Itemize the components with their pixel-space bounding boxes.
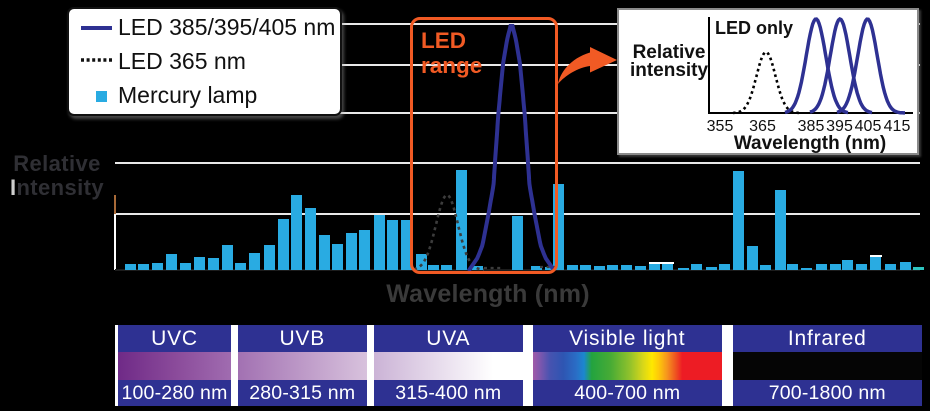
svg-text:365: 365 — [749, 118, 776, 135]
svg-text:395: 395 — [826, 118, 853, 135]
svg-text:415: 415 — [884, 118, 911, 135]
svg-text:Relative: Relative — [633, 42, 706, 63]
svg-text:385: 385 — [798, 118, 825, 135]
svg-text:355: 355 — [707, 118, 734, 135]
svg-text:Wavelength (nm): Wavelength (nm) — [734, 133, 886, 154]
svg-text:405: 405 — [855, 118, 882, 135]
svg-text:LED only: LED only — [715, 18, 793, 38]
svg-text:intensity: intensity — [630, 60, 709, 81]
